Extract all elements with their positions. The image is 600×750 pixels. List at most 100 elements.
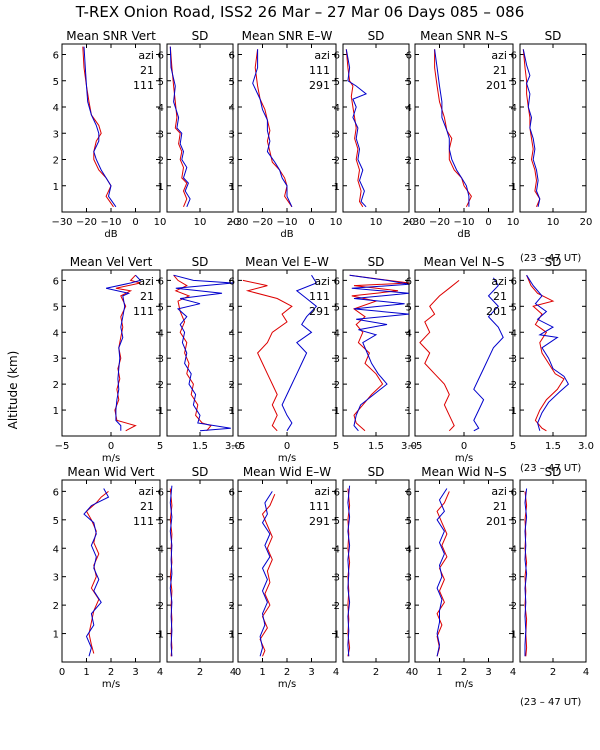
series-line-21 bbox=[169, 46, 188, 207]
panel-title: SD bbox=[368, 255, 385, 269]
y-tick-label: 1 bbox=[158, 630, 164, 641]
legend-blue: 291 bbox=[309, 305, 330, 318]
series-line-21 bbox=[173, 274, 212, 432]
legend-red: 21 bbox=[493, 64, 507, 77]
y-tick-label: 1 bbox=[511, 406, 517, 417]
y-tick-label: 3 bbox=[334, 354, 340, 365]
panel-2-2: 1 2 3 4 5 6 0 1 2 3 4 Mean Wid E–W m/s azi 111 291 bbox=[229, 465, 340, 690]
series-line-201 bbox=[522, 49, 541, 207]
series-line-201 bbox=[526, 274, 570, 431]
series-line-21 bbox=[114, 274, 141, 432]
x-tick-label: −5 bbox=[231, 441, 246, 452]
x-tick-label: −20 bbox=[76, 217, 97, 228]
legend-blue: 201 bbox=[486, 79, 507, 92]
panel-title: SD bbox=[192, 255, 209, 269]
panel-frame bbox=[166, 479, 234, 663]
y-tick-label: 5 bbox=[53, 516, 59, 527]
legend-header: azi bbox=[314, 275, 330, 288]
y-tick-label: 5 bbox=[406, 516, 412, 527]
panel-2-5: 1 2 3 4 5 6 2 4 SD bbox=[511, 465, 590, 678]
y-tick-label: 4 bbox=[406, 328, 412, 339]
y-tick-label: 6 bbox=[511, 276, 517, 287]
legend-header: azi bbox=[138, 485, 154, 498]
x-tick-label: 0 bbox=[235, 667, 241, 678]
y-tick-label: 6 bbox=[406, 487, 412, 498]
x-tick-label: 3.0 bbox=[578, 441, 594, 452]
y-tick-label: 5 bbox=[53, 77, 59, 88]
y-tick-label: 6 bbox=[53, 276, 59, 287]
series-line-291 bbox=[259, 491, 273, 657]
panel-frame bbox=[342, 43, 410, 213]
y-tick-label: 4 bbox=[406, 544, 412, 555]
x-axis-label: m/s bbox=[102, 679, 120, 690]
y-tick-label: 1 bbox=[229, 182, 235, 193]
y-tick-label: 3 bbox=[158, 573, 164, 584]
panel-title: SD bbox=[545, 465, 562, 479]
y-tick-label: 1 bbox=[511, 182, 517, 193]
panel-title: SD bbox=[192, 29, 209, 43]
x-tick-label: −5 bbox=[408, 441, 423, 452]
series-line-21 bbox=[436, 491, 450, 657]
panel-0-3: 1 2 3 4 5 6 10 20 SD bbox=[334, 29, 416, 228]
y-tick-label: 4 bbox=[334, 544, 340, 555]
y-tick-label: 5 bbox=[511, 516, 517, 527]
y-tick-label: 5 bbox=[511, 77, 517, 88]
x-tick-label: 0 bbox=[108, 441, 114, 452]
y-tick-label: 2 bbox=[406, 156, 412, 167]
legend-blue: 111 bbox=[133, 305, 154, 318]
legend-blue: 201 bbox=[486, 305, 507, 318]
x-axis-label: m/s bbox=[102, 453, 120, 464]
x-tick-label: 1 bbox=[259, 667, 265, 678]
y-tick-label: 2 bbox=[406, 601, 412, 612]
y-tick-label: 5 bbox=[406, 77, 412, 88]
legend-header: azi bbox=[491, 275, 507, 288]
y-tick-label: 4 bbox=[334, 103, 340, 114]
y-tick-label: 1 bbox=[53, 182, 59, 193]
y-tick-label: 3 bbox=[511, 129, 517, 140]
x-tick-label: 20 bbox=[403, 217, 416, 228]
panel-frame bbox=[166, 269, 234, 437]
ut-note-row1: (23 – 47 UT) bbox=[520, 253, 581, 264]
y-tick-label: 2 bbox=[158, 380, 164, 391]
y-tick-label: 6 bbox=[229, 487, 235, 498]
y-tick-label: 6 bbox=[334, 487, 340, 498]
y-tick-label: 5 bbox=[334, 302, 340, 313]
y-tick-label: 2 bbox=[53, 601, 59, 612]
x-tick-label: 0 bbox=[412, 667, 418, 678]
panel-frame bbox=[519, 479, 587, 663]
x-tick-label: 3 bbox=[485, 667, 491, 678]
y-tick-label: 3 bbox=[53, 129, 59, 140]
y-tick-label: 3 bbox=[511, 354, 517, 365]
y-tick-label: 2 bbox=[334, 156, 340, 167]
y-tick-label: 6 bbox=[334, 276, 340, 287]
y-tick-label: 6 bbox=[511, 51, 517, 62]
legend-header: azi bbox=[491, 485, 507, 498]
panel-frame bbox=[342, 479, 410, 663]
panel-1-1: 1 2 3 4 5 6 1.5 3.0 SD bbox=[158, 255, 241, 452]
x-tick-label: 0 bbox=[461, 441, 467, 452]
panel-title: Mean SNR Vert bbox=[66, 29, 156, 43]
y-tick-label: 3 bbox=[334, 573, 340, 584]
y-tick-label: 4 bbox=[406, 103, 412, 114]
y-tick-label: 4 bbox=[229, 103, 235, 114]
x-axis-label: dB bbox=[457, 229, 470, 240]
y-tick-label: 4 bbox=[511, 103, 517, 114]
y-tick-label: 3 bbox=[334, 129, 340, 140]
x-tick-label: −10 bbox=[453, 217, 474, 228]
x-tick-label: 4 bbox=[333, 667, 339, 678]
y-tick-label: 3 bbox=[53, 354, 59, 365]
panel-0-5: 1 2 3 4 5 6 10 20 SD bbox=[511, 29, 593, 228]
y-tick-label: 4 bbox=[53, 103, 59, 114]
y-tick-label: 4 bbox=[511, 544, 517, 555]
x-tick-label: 10 bbox=[507, 217, 520, 228]
y-tick-label: 2 bbox=[334, 380, 340, 391]
y-tick-label: 3 bbox=[229, 354, 235, 365]
x-tick-label: 2 bbox=[284, 667, 290, 678]
series-line-111 bbox=[259, 494, 276, 657]
y-tick-label: 6 bbox=[158, 487, 164, 498]
panel-frame bbox=[342, 269, 410, 437]
panel-1-2: 1 2 3 4 5 6 −5 0 5 Mean Vel E–W m/s azi 111 291 bbox=[229, 255, 340, 464]
y-tick-label: 6 bbox=[406, 276, 412, 287]
y-tick-label: 5 bbox=[158, 77, 164, 88]
y-tick-label: 6 bbox=[229, 51, 235, 62]
